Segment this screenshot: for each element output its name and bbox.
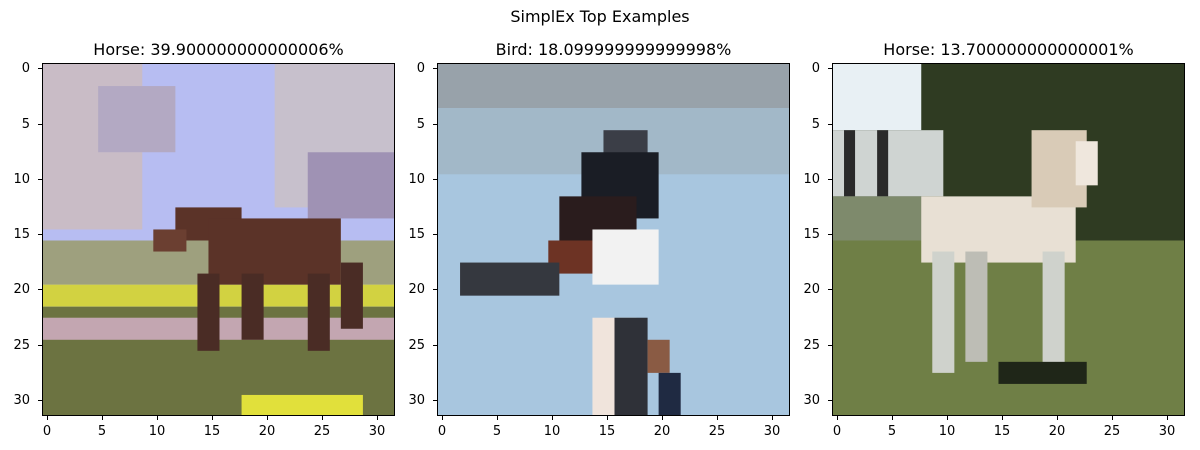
x-tick: 5 bbox=[492, 424, 502, 439]
y-tick: 15 bbox=[13, 227, 30, 242]
y-tick: 30 bbox=[13, 393, 30, 408]
x-tick: 0 bbox=[42, 424, 52, 439]
y-tick: 15 bbox=[803, 227, 820, 242]
y-tick: 5 bbox=[21, 117, 30, 132]
panel-1-title: Horse: 39.900000000000006% bbox=[93, 40, 344, 59]
x-tick: 25 bbox=[708, 424, 726, 439]
panel-2-image bbox=[437, 63, 790, 416]
panel-3: Horse: 13.700000000000001% 0 5 10 15 20 … bbox=[790, 0, 1185, 450]
panel-1: Horse: 39.900000000000006% bbox=[0, 0, 395, 450]
x-tick: 30 bbox=[1158, 424, 1176, 439]
x-tick: 0 bbox=[437, 424, 447, 439]
y-tick: 0 bbox=[811, 61, 820, 76]
horse-image bbox=[833, 64, 1184, 415]
y-tick: 25 bbox=[408, 338, 425, 353]
y-tick: 5 bbox=[416, 117, 425, 132]
y-tick: 20 bbox=[13, 282, 30, 297]
x-tick: 0 bbox=[832, 424, 842, 439]
y-tick: 30 bbox=[408, 393, 425, 408]
x-tick: 20 bbox=[653, 424, 671, 439]
bird-image bbox=[438, 64, 789, 415]
x-tick: 10 bbox=[148, 424, 166, 439]
x-tick: 5 bbox=[97, 424, 107, 439]
y-tick: 20 bbox=[408, 282, 425, 297]
figure-suptitle: SimplEx Top Examples bbox=[510, 7, 690, 26]
x-tick: 10 bbox=[938, 424, 956, 439]
x-tick: 25 bbox=[1103, 424, 1121, 439]
y-tick: 10 bbox=[13, 172, 30, 187]
x-tick: 20 bbox=[258, 424, 276, 439]
y-tick: 0 bbox=[416, 61, 425, 76]
panel-3-title: Horse: 13.700000000000001% bbox=[883, 40, 1134, 59]
y-tick: 25 bbox=[803, 338, 820, 353]
x-tick: 15 bbox=[203, 424, 221, 439]
panel-1-image bbox=[42, 63, 395, 416]
x-tick: 10 bbox=[543, 424, 561, 439]
panel-2: Bird: 18.099999999999998% 0 5 10 15 20 2… bbox=[395, 0, 790, 450]
y-tick: 25 bbox=[13, 338, 30, 353]
horse-image bbox=[43, 64, 394, 415]
x-tick: 5 bbox=[887, 424, 897, 439]
y-tick: 30 bbox=[803, 393, 820, 408]
x-tick: 15 bbox=[598, 424, 616, 439]
x-tick: 30 bbox=[763, 424, 781, 439]
x-tick: 20 bbox=[1048, 424, 1066, 439]
y-tick: 20 bbox=[803, 282, 820, 297]
x-tick: 15 bbox=[993, 424, 1011, 439]
x-tick: 25 bbox=[313, 424, 331, 439]
y-tick: 5 bbox=[811, 117, 820, 132]
y-tick: 10 bbox=[408, 172, 425, 187]
y-tick: 15 bbox=[408, 227, 425, 242]
panel-3-image bbox=[832, 63, 1185, 416]
panel-2-title: Bird: 18.099999999999998% bbox=[495, 40, 732, 59]
y-tick: 10 bbox=[803, 172, 820, 187]
x-tick: 30 bbox=[368, 424, 386, 439]
y-tick: 0 bbox=[21, 61, 30, 76]
